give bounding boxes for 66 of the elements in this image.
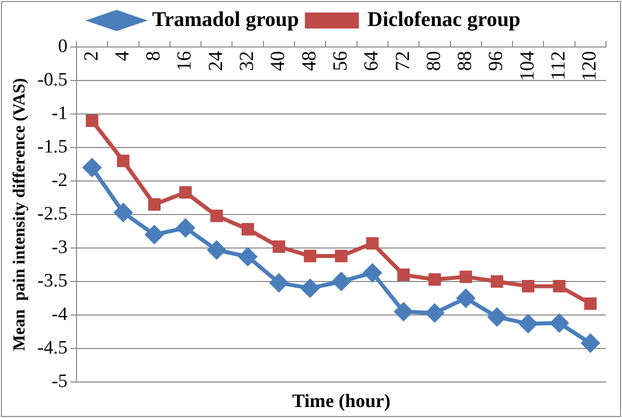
- point: [145, 226, 164, 244]
- x-tick-label: 4: [111, 51, 134, 61]
- x-tick-label: 88: [454, 51, 476, 71]
- point: [304, 250, 316, 262]
- point: [553, 280, 566, 292]
- y-tick-label: -1: [52, 102, 68, 124]
- legend-label: Diclofenac group: [367, 6, 520, 31]
- legend-label: Tramadol group: [152, 6, 299, 31]
- point: [332, 272, 350, 290]
- x-tick-label: 56: [329, 51, 352, 71]
- y-axis-title: Mean pain intensity difference (VAS): [10, 78, 29, 351]
- point: [488, 308, 506, 326]
- x-tick-label: 64: [360, 51, 383, 71]
- point: [581, 334, 600, 352]
- x-tick-label: 48: [298, 51, 320, 71]
- point: [366, 237, 379, 250]
- point: [210, 210, 223, 222]
- point: [397, 268, 410, 282]
- y-tick-label: -3: [52, 236, 68, 258]
- point: [179, 186, 192, 199]
- x-tick-label: 16: [174, 51, 196, 71]
- point: [490, 275, 504, 288]
- point: [116, 154, 130, 168]
- point: [86, 114, 98, 127]
- point: [242, 223, 254, 236]
- point: [270, 274, 288, 292]
- point: [428, 273, 441, 286]
- point: [519, 314, 538, 333]
- point: [584, 297, 597, 310]
- point: [550, 314, 568, 332]
- x-tick-label: 112: [548, 51, 570, 80]
- point: [83, 158, 102, 177]
- x-tick-label: 72: [392, 51, 414, 71]
- x-tick-label: 96: [485, 51, 508, 71]
- point: [114, 203, 132, 222]
- x-tick-label: 120: [578, 51, 601, 81]
- y-tick-label: -1.5: [37, 136, 68, 158]
- point: [394, 302, 413, 321]
- y-tick-label: -4: [52, 304, 68, 325]
- x-tick-label: 2: [80, 51, 102, 61]
- x-axis-title: Time (hour): [292, 390, 390, 412]
- point: [301, 279, 320, 298]
- x-tick-label: 104: [516, 51, 538, 81]
- y-tick-label: -2: [52, 170, 68, 191]
- point: [363, 264, 382, 282]
- x-tick-label: 40: [267, 51, 290, 71]
- point: [238, 248, 257, 266]
- point: [426, 304, 444, 322]
- y-tick-label: -4.5: [37, 337, 68, 358]
- point: [460, 270, 472, 284]
- x-tick-label: 24: [204, 51, 227, 71]
- point: [456, 289, 475, 308]
- point: [148, 198, 161, 211]
- y-tick-label: -0.5: [37, 69, 68, 90]
- point: [176, 218, 194, 237]
- y-tick-label: -3.5: [37, 270, 68, 292]
- x-tick-label: 80: [422, 51, 445, 71]
- y-tick-label: -5: [52, 370, 68, 392]
- x-tick-label: 8: [142, 51, 165, 61]
- point: [522, 280, 534, 292]
- y-tick-label: 0: [58, 36, 68, 57]
- x-tick-label: 32: [236, 51, 258, 71]
- y-tick-label: -2.5: [37, 203, 68, 224]
- point: [272, 240, 286, 253]
- point: [208, 241, 226, 260]
- point: [334, 250, 348, 262]
